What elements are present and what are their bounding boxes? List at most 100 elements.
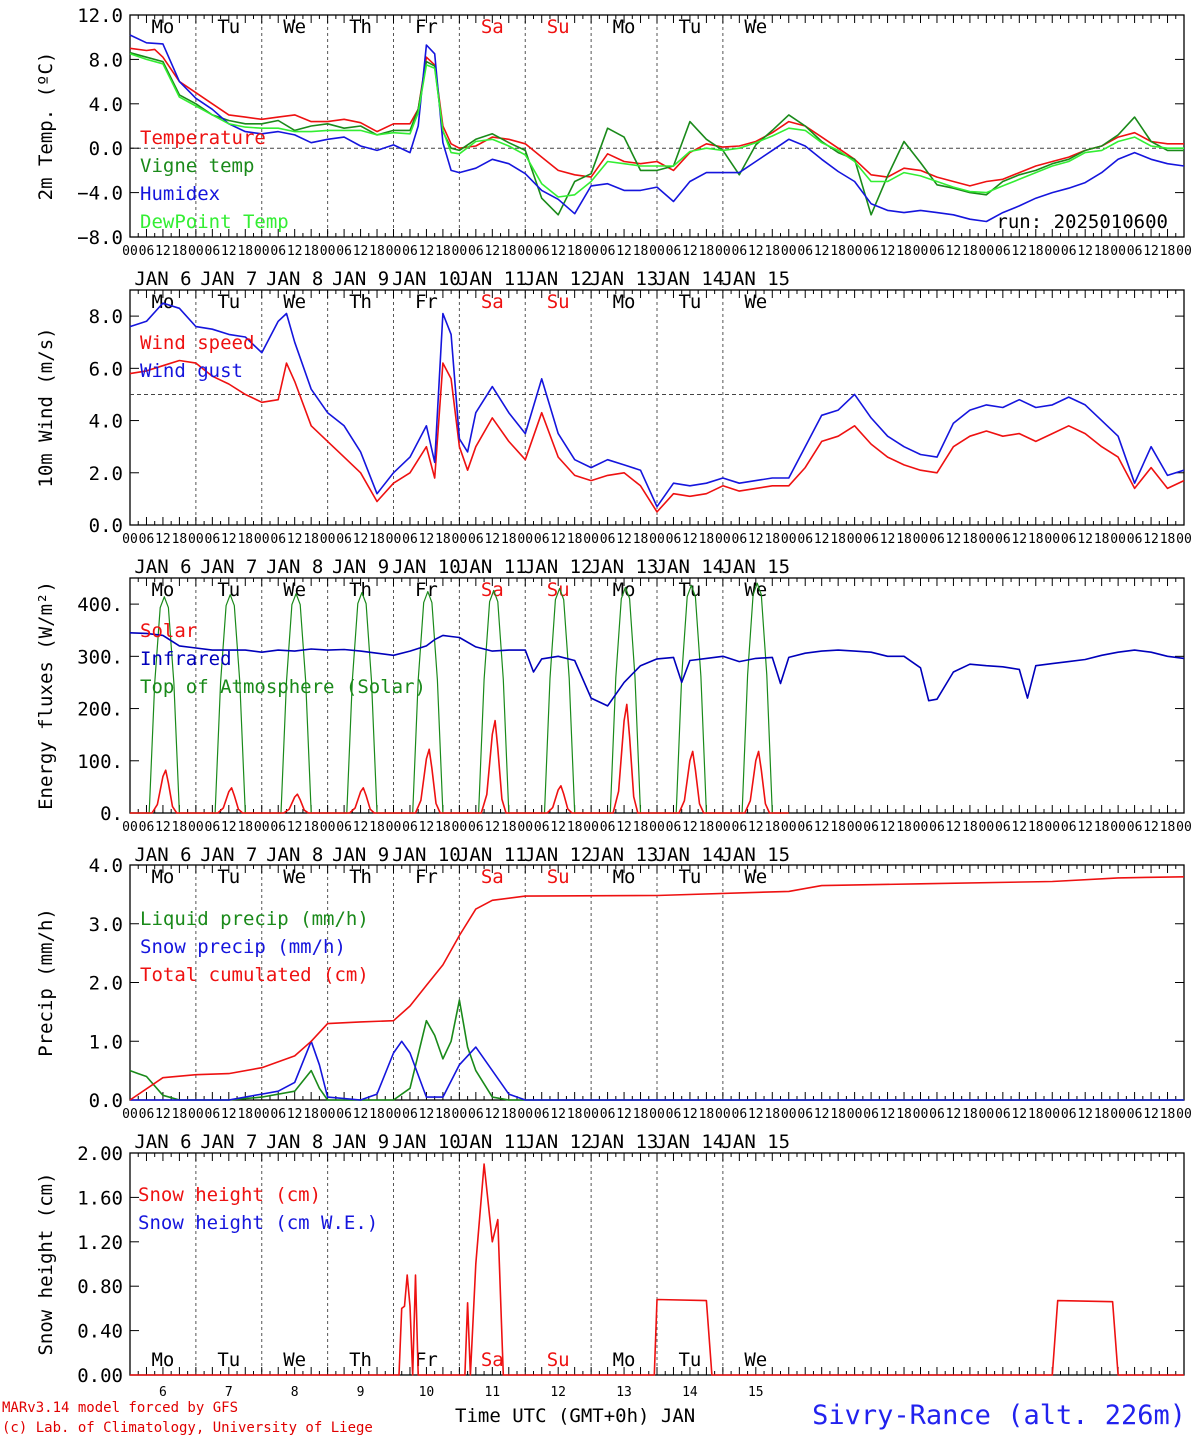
hour-tick-label: 12	[221, 532, 237, 547]
date-label: JAN 14	[656, 268, 725, 290]
legend-entry: Wind gust	[140, 360, 243, 382]
hour-tick-label: 00	[649, 532, 665, 547]
hour-tick-label: 06	[797, 532, 813, 547]
hour-tick-label: 18	[237, 244, 253, 259]
hour-tick-label: 12	[155, 820, 171, 835]
y-tick-label: 8.0	[89, 49, 123, 71]
hour-tick-label: 12	[1143, 244, 1159, 259]
date-label: JAN 9	[332, 556, 389, 578]
date-label: JAN 7	[200, 556, 257, 578]
hour-tick-label: 06	[666, 244, 682, 259]
hour-tick-label: 06	[1061, 820, 1077, 835]
hour-tick-label: 18	[764, 532, 780, 547]
hour-tick-label: 12	[419, 820, 435, 835]
day-label: Sa	[481, 16, 504, 38]
hour-tick-label: 18	[369, 820, 385, 835]
hour-tick-label: 18	[699, 244, 715, 259]
hour-tick-label: 18	[172, 820, 188, 835]
day-label: Th	[349, 866, 372, 888]
day-number-label: 8	[291, 1385, 299, 1400]
y-tick-label: 0.00	[77, 1365, 123, 1387]
hour-tick-label: 18	[962, 244, 978, 259]
hour-tick-label: 00	[452, 1107, 468, 1122]
y-tick-label: 0.40	[77, 1321, 123, 1343]
hour-tick-label: 12	[419, 244, 435, 259]
hour-tick-label: 00	[188, 1107, 204, 1122]
day-label: Sa	[481, 1349, 504, 1371]
hour-tick-label: 12	[155, 244, 171, 259]
hour-tick-label: 00	[649, 1107, 665, 1122]
day-number-label: 10	[419, 1385, 435, 1400]
date-label: JAN 13	[590, 268, 659, 290]
hour-tick-label: 18	[1028, 820, 1044, 835]
day-number-label: 12	[550, 1385, 566, 1400]
hour-tick-label: 18	[764, 820, 780, 835]
hour-tick-label: 18	[303, 532, 319, 547]
hour-tick-label: 00	[913, 1107, 929, 1122]
day-label: Mo	[613, 291, 636, 313]
y-tick-label: 3.0	[89, 914, 123, 936]
hour-tick-label: 06	[1127, 820, 1143, 835]
hour-tick-label: 00	[320, 244, 336, 259]
day-label: Tu	[678, 16, 701, 38]
hour-tick-label: 12	[419, 1107, 435, 1122]
day-label: Mo	[613, 16, 636, 38]
day-label: Su	[547, 866, 570, 888]
hour-tick-label: 06	[995, 1107, 1011, 1122]
hour-tick-label: 06	[534, 1107, 550, 1122]
hour-tick-label: 00	[386, 1107, 402, 1122]
hour-tick-label: 12	[550, 532, 566, 547]
y-tick-label: 100.	[77, 751, 123, 773]
y-axis-title: Precip (mm/h)	[35, 908, 57, 1057]
hour-tick-label: 18	[1160, 532, 1176, 547]
series-line-snow-precip-mm-h-	[130, 1040, 1184, 1101]
day-label: We	[744, 16, 767, 38]
model-credit: MARv3.14 model forced by GFS	[2, 1400, 239, 1416]
day-label: We	[744, 866, 767, 888]
day-label: Fr	[415, 579, 438, 601]
day-label: Mo	[151, 16, 174, 38]
hour-tick-label: 06	[468, 532, 484, 547]
hour-tick-label: 18	[962, 820, 978, 835]
day-label: Su	[547, 579, 570, 601]
hour-tick-label: 18	[896, 1107, 912, 1122]
day-label: Tu	[217, 16, 240, 38]
hour-tick-label: 12	[616, 532, 632, 547]
date-label: JAN 15	[721, 844, 790, 866]
hour-tick-label: 18	[1028, 1107, 1044, 1122]
y-tick-label: 8.0	[89, 306, 123, 328]
hour-tick-label: 00	[715, 532, 731, 547]
hour-tick-label: 12	[880, 1107, 896, 1122]
hour-tick-label: 00	[913, 820, 929, 835]
hour-tick-label: 00	[254, 1107, 270, 1122]
hour-tick-label: 06	[468, 244, 484, 259]
day-number-label: 14	[682, 1385, 698, 1400]
hour-tick-label: 12	[880, 820, 896, 835]
date-label: JAN 15	[721, 268, 790, 290]
day-label: We	[283, 579, 306, 601]
date-label: JAN 12	[524, 556, 593, 578]
hour-tick-label: 18	[303, 244, 319, 259]
hour-tick-label: 00	[517, 532, 533, 547]
hour-tick-label: 12	[1143, 1107, 1159, 1122]
hour-tick-label: 12	[550, 820, 566, 835]
hour-tick-label: 18	[764, 244, 780, 259]
hour-tick-label: 12	[221, 1107, 237, 1122]
day-label: Su	[547, 1349, 570, 1371]
day-label: Tu	[678, 1349, 701, 1371]
y-axis-title: Energy fluxes (W/m²)	[35, 581, 57, 810]
legend-entry: DewPoint Temp	[140, 211, 289, 233]
date-label: JAN 6	[134, 844, 191, 866]
series-line-liquid-precip-mm-h-	[129, 999, 1184, 1101]
hour-tick-label: 00	[913, 244, 929, 259]
hour-tick-label: 00	[913, 532, 929, 547]
hour-tick-label: 18	[830, 244, 846, 259]
y-axis-title: Snow height (cm)	[35, 1172, 57, 1355]
y-tick-label: 4.0	[89, 411, 123, 433]
hour-tick-label: 18	[699, 820, 715, 835]
hour-tick-label: 00	[452, 820, 468, 835]
hour-tick-label: 06	[732, 244, 748, 259]
hour-tick-label: 06	[402, 1107, 418, 1122]
hour-tick-label: 00	[517, 820, 533, 835]
